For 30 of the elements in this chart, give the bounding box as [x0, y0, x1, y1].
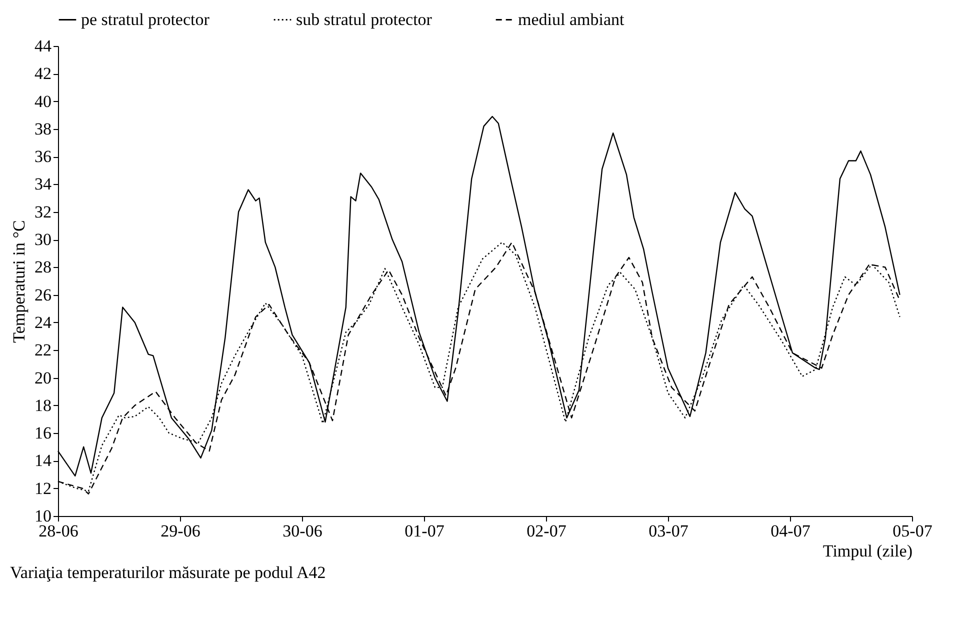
- y-tick-label: 28: [34, 258, 52, 277]
- y-tick-label: 22: [34, 340, 52, 360]
- y-tick-label: 44: [34, 36, 52, 56]
- y-tick-label: 34: [34, 174, 52, 194]
- y-tick-label: 38: [34, 119, 52, 138]
- y-tick-label: 40: [34, 92, 52, 111]
- x-tick-label: 29-06: [160, 522, 200, 540]
- y-tick-label: 30: [34, 230, 52, 250]
- y-tick-label: 12: [34, 478, 52, 498]
- y-tick-label: 24: [34, 312, 52, 332]
- y-tick-label: 32: [34, 202, 52, 222]
- y-tick-label: 20: [34, 368, 52, 388]
- y-tick-label: 26: [34, 285, 52, 304]
- text: Variaţia temperaturilor măsurate pe podul A42: [10, 563, 326, 582]
- x-tick-label: 01-07: [404, 522, 445, 540]
- x-axis-title: Timpul (zile): [822, 542, 912, 560]
- x-tick-label: 04-07: [770, 522, 811, 540]
- y-tick-label: 36: [34, 147, 52, 166]
- legend-label: mediul ambiant: [518, 10, 624, 29]
- x-tick-label: 05-07: [892, 522, 933, 540]
- x-tick-label: 30-06: [282, 522, 322, 540]
- legend-label: pe stratul protector: [81, 10, 210, 29]
- y-tick-label: 16: [34, 424, 52, 443]
- y-tick-label: 42: [34, 64, 52, 84]
- y-tick-label: 18: [34, 396, 52, 415]
- legend-label: sub stratul protector: [296, 10, 432, 29]
- x-tick-label: 02-07: [526, 522, 567, 540]
- x-tick-label: 03-07: [648, 522, 689, 540]
- y-tick-label: 14: [34, 451, 52, 470]
- y-axis-title: Temperaturi in °C: [10, 220, 28, 343]
